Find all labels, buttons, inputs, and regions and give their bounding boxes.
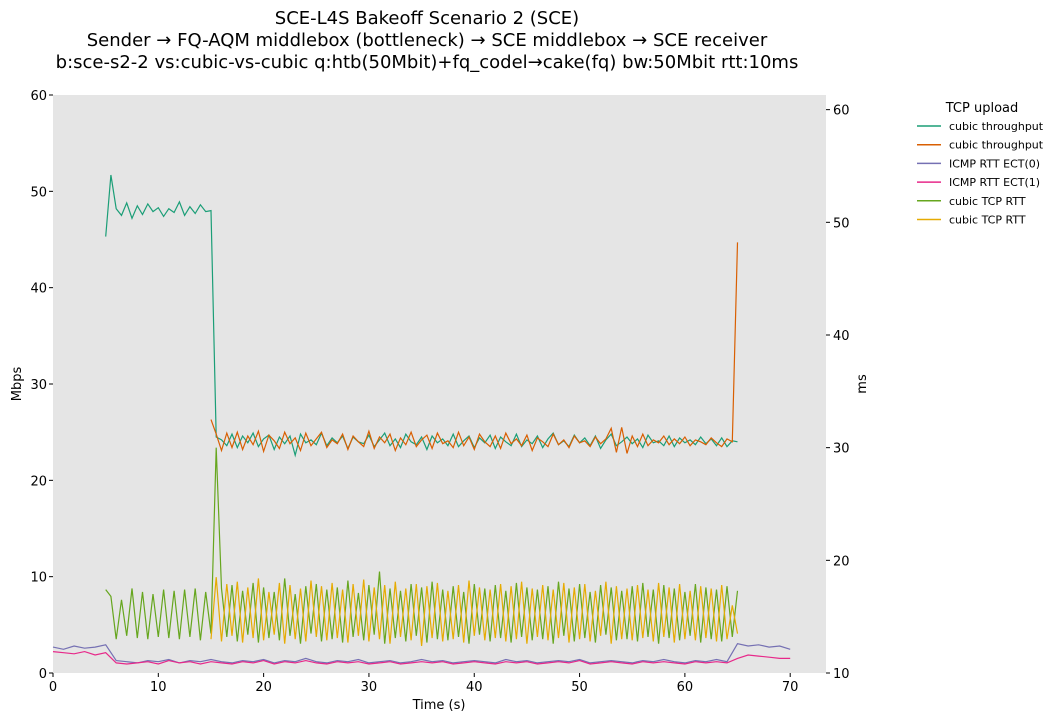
- x-tick-label: 40: [466, 680, 483, 695]
- y-axis-label: Mbps: [10, 367, 25, 402]
- y-right-tick-label: 40: [833, 329, 850, 344]
- y-right-tick-label: 10: [833, 667, 850, 682]
- chart-title-line-2: Sender → FQ-AQM middlebox (bottleneck) →…: [87, 30, 768, 51]
- legend-label-1: cubic throughput: [949, 139, 1044, 152]
- chart-title-line-3: b:sce-s2-2 vs:cubic-vs-cubic q:htb(50Mbi…: [56, 52, 799, 73]
- x-tick-label: 60: [677, 680, 694, 695]
- legend-label-4: cubic TCP RTT: [949, 195, 1026, 208]
- y-right-tick-label: 60: [833, 104, 850, 119]
- series-layer: [52, 174, 791, 665]
- y-right-tick-label: 50: [833, 216, 850, 231]
- y-tick-label: 60: [30, 89, 47, 104]
- y-tick-label: 0: [39, 667, 47, 682]
- y-axis-right-label: ms: [855, 374, 870, 394]
- x-tick-label: 10: [150, 680, 167, 695]
- y-right-tick-label: 30: [833, 442, 850, 457]
- y-tick-label: 20: [30, 474, 47, 489]
- x-axis-label: Time (s): [412, 698, 466, 713]
- plot-area: [53, 95, 826, 673]
- series-line-0: [105, 174, 738, 458]
- y-tick-label: 30: [30, 378, 47, 393]
- series-line-5: [210, 577, 739, 647]
- x-tick-label: 50: [571, 680, 588, 695]
- ticks-layer: 0 10 20 30 40 50 60 70 0 10 20 30 40 50 60 10 20 30 40 50 60: [30, 89, 849, 695]
- x-tick-label: 70: [782, 680, 799, 695]
- y-right-tick-label: 20: [833, 554, 850, 569]
- y-tick-label: 10: [30, 571, 47, 586]
- y-tick-label: 40: [30, 282, 47, 297]
- y-tick-label: 50: [30, 185, 47, 200]
- legend-label-0: cubic throughput: [949, 120, 1044, 133]
- x-tick-label: 20: [255, 680, 272, 695]
- series-line-1: [210, 242, 739, 454]
- x-tick-label: 30: [361, 680, 378, 695]
- legend-title: TCP upload: [945, 101, 1019, 116]
- legend-label-5: cubic TCP RTT: [949, 214, 1026, 227]
- legend: TCP upload cubic throughput cubic through…: [917, 101, 1044, 227]
- legend-label-2: ICMP RTT ECT(0): [949, 157, 1040, 170]
- series-line-3: [52, 650, 791, 665]
- legend-label-3: ICMP RTT ECT(1): [949, 176, 1040, 189]
- chart-title-line-1: SCE-L4S Bakeoff Scenario 2 (SCE): [275, 8, 579, 29]
- x-tick-label: 0: [49, 680, 57, 695]
